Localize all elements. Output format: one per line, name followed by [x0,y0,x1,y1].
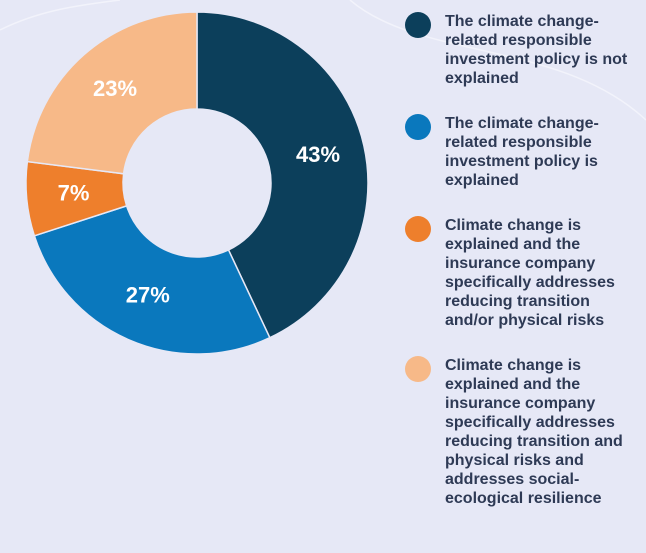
legend-swatch [405,216,431,242]
decor-curve [349,0,646,121]
legend: The climate change-related responsible i… [405,12,646,534]
legend-item: Climate change is explained and the insu… [405,356,646,508]
legend-swatch [405,356,431,382]
slice [33,204,271,355]
slice [196,11,369,339]
slice-label: 27% [126,283,170,308]
slice-label: 7% [58,180,90,205]
legend-item: Climate change is explained and the insu… [405,216,646,330]
legend-item: The climate change-related responsible i… [405,114,646,190]
legend-item: The climate change-related responsible i… [405,12,646,88]
legend-swatch [405,114,431,140]
slice-label: 23% [93,76,137,101]
decor-curve [0,0,121,31]
legend-label: Climate change is explained and the insu… [445,357,623,507]
slice [26,11,198,175]
legend-label: The climate change-related responsible i… [445,115,599,189]
slice-label: 43% [296,142,340,167]
legend-label: The climate change-related responsible i… [445,13,628,87]
legend-label: Climate change is explained and the insu… [445,217,615,329]
legend-swatch [405,12,431,38]
